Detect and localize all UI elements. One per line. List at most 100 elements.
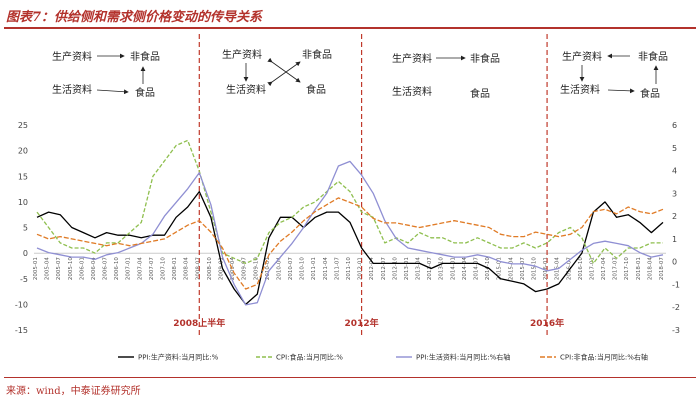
phase-diagram-4: 生产资料 非食品 生活资料 食品 <box>560 50 668 100</box>
series-line-4 <box>36 197 664 290</box>
x-tick-label: 2012-01 <box>358 257 364 280</box>
x-tick-label: 2017-07 <box>613 257 619 280</box>
phase4-nonfood-label: 非食品 <box>638 50 668 63</box>
x-tick-label: 2007-07 <box>149 257 155 280</box>
x-tick-label: 2011-01 <box>311 257 317 280</box>
phase1-arrow-living-food <box>96 89 129 95</box>
series-line-2 <box>36 139 663 265</box>
series-line-1 <box>36 190 664 306</box>
phase-diagram-1: 生产资料 非食品 生活资料 食品 <box>52 50 160 99</box>
x-tick-label: 2005-04 <box>45 257 51 280</box>
x-tick-label: 2006-10 <box>114 257 120 280</box>
y-left-tick-label: 25 <box>18 121 28 130</box>
x-tick-label: 2010-04 <box>276 257 282 280</box>
phase4-producer-label: 生产资料 <box>562 50 602 63</box>
x-tick-label: 2018-07 <box>659 257 665 280</box>
x-tick-label: 2016-01 <box>543 257 549 280</box>
x-tick-label: 2005-01 <box>33 257 39 280</box>
phase4-food-label: 食品 <box>640 87 660 100</box>
phase3-producer-label: 生产资料 <box>392 52 432 65</box>
y-right-tick-label: -1 <box>672 280 680 289</box>
bottom-rule <box>4 377 696 378</box>
top-rule <box>4 27 696 29</box>
x-tick-label: 2007-04 <box>137 257 143 280</box>
y-left-tick-label: 0 <box>23 249 28 258</box>
x-tick-label: 2006-01 <box>79 257 85 280</box>
x-tick-label: 2009-10 <box>253 257 259 280</box>
y-right-tick-label: 2 <box>672 212 677 221</box>
legend-label-1: PPI:生产资料:当月同比:% <box>138 353 219 362</box>
x-tick-label: 2005-07 <box>56 257 62 280</box>
y-right-tick-label: 5 <box>672 144 677 153</box>
x-tick-label: 2011-04 <box>323 257 329 280</box>
x-tick-label: 2012-10 <box>392 257 398 280</box>
legend-label-4: CPI:非食品:当月同比:%右轴 <box>560 353 648 362</box>
x-tick-label: 2010-10 <box>300 257 306 280</box>
x-tick-label: 2013-04 <box>416 257 422 280</box>
x-tick-label: 2009-07 <box>242 257 248 280</box>
y-right-tick-label: 0 <box>672 258 677 267</box>
y-right-tick-label: 3 <box>672 189 677 198</box>
phase1-food-label: 食品 <box>135 86 155 99</box>
x-tick-label: 2008-04 <box>184 257 190 280</box>
phase-diagram-3: 生产资料 非食品 生活资料 食品 <box>392 52 500 100</box>
series-line-3 <box>36 160 664 306</box>
x-tick-label: 2016-07 <box>566 257 572 280</box>
y-right-tick-label: 1 <box>672 235 677 244</box>
y-left-tick-label: 20 <box>18 147 28 156</box>
x-tick-label: 2013-01 <box>404 257 410 280</box>
x-tick-label: 2008-01 <box>172 257 178 280</box>
phase3-food-label: 食品 <box>470 87 490 100</box>
era-label: 2008上半年 <box>173 317 225 329</box>
x-tick-label: 2014-01 <box>450 257 456 280</box>
x-tick-label: 2014-04 <box>462 257 468 280</box>
phase3-living-label: 生活资料 <box>392 85 432 98</box>
y-left-tick-label: 15 <box>18 172 28 181</box>
y-right-tick-label: 6 <box>672 121 677 130</box>
phase4-living-label: 生活资料 <box>560 83 600 96</box>
phase2-food-label: 食品 <box>306 83 326 96</box>
x-tick-label: 2006-07 <box>103 257 109 280</box>
phase1-nonfood-label: 非食品 <box>130 50 160 63</box>
phase1-living-label: 生活资料 <box>52 83 92 96</box>
era-label: 2012年 <box>345 317 379 329</box>
x-tick-label: 2017-01 <box>589 257 595 280</box>
phase1-producer-label: 生产资料 <box>52 50 92 63</box>
x-tick-label: 2018-04 <box>647 257 653 280</box>
source-note: 来源：wind，中泰证券研究所 <box>6 386 141 397</box>
x-tick-label: 2007-01 <box>126 257 132 280</box>
phase2-living-label: 生活资料 <box>226 83 266 96</box>
x-tick-label: 2018-01 <box>636 257 642 280</box>
figure-title: 图表7：供给侧和需求侧价格变动的传导关系 <box>6 10 263 25</box>
x-tick-label: 2007-10 <box>161 257 167 280</box>
x-tick-label: 2017-10 <box>624 257 630 280</box>
x-tick-label: 2015-10 <box>531 257 537 280</box>
phase3-nonfood-label: 非食品 <box>470 52 500 65</box>
x-tick-label: 2006-04 <box>91 257 97 280</box>
legend-label-2: CPI:食品:当月同比:% <box>276 353 343 362</box>
x-tick-label: 2012-04 <box>369 257 375 280</box>
phase2-nonfood-label: 非食品 <box>302 48 332 61</box>
x-tick-label: 2008-07 <box>195 257 201 280</box>
x-tick-label: 2010-01 <box>265 257 271 280</box>
y-left-tick-label: -10 <box>15 300 28 309</box>
x-tick-label: 2017-04 <box>601 257 607 280</box>
x-tick-label: 2012-07 <box>381 257 387 280</box>
era-label: 2016年 <box>530 317 564 329</box>
phase2-arrow-diag-2 <box>267 61 301 87</box>
x-tick-label: 2015-01 <box>497 257 503 280</box>
y-left-tick-label: 5 <box>23 224 28 233</box>
x-tick-label: 2009-04 <box>230 257 236 280</box>
phase2-producer-label: 生产资料 <box>222 48 262 61</box>
y-left-tick-label: -15 <box>15 326 28 335</box>
x-tick-label: 2010-07 <box>288 257 294 280</box>
x-tick-label: 2015-04 <box>508 257 514 280</box>
phase4-arrow-living-food <box>607 88 635 94</box>
x-tick-label: 2009-01 <box>218 257 224 280</box>
x-tick-label: 2005-10 <box>68 257 74 280</box>
x-tick-label: 2014-07 <box>474 257 480 280</box>
y-left-tick-label: -5 <box>20 275 28 284</box>
y-right-tick-label: 4 <box>672 167 677 176</box>
x-tick-label: 2015-07 <box>520 257 526 280</box>
